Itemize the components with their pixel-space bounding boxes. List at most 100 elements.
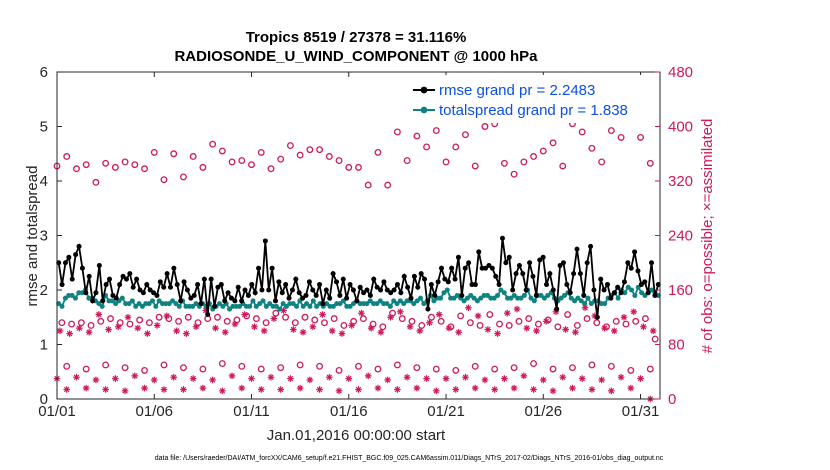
totalspread-point	[170, 298, 176, 304]
asterisk-stroke	[358, 310, 365, 316]
obs-possible-point	[223, 317, 231, 325]
asterisk-stroke	[598, 377, 605, 383]
totalspread-point	[280, 301, 286, 307]
obs-possible-point	[457, 312, 465, 320]
obs-assimilated-point	[189, 375, 197, 382]
asterisk-stroke	[277, 386, 284, 393]
obs-assimilated-point	[180, 386, 187, 393]
obs-assimilated-point	[384, 376, 391, 384]
rmse-point	[344, 295, 350, 301]
obs-assimilated-point	[413, 384, 421, 392]
obs-possible-point	[277, 155, 285, 163]
rmse-point	[520, 271, 526, 277]
obs-possible-point	[321, 319, 328, 327]
rmse-point	[544, 282, 550, 288]
obs-possible-point	[296, 151, 304, 159]
rmse-point	[323, 287, 329, 293]
obs-assimilated-point	[66, 330, 73, 337]
asterisk-stroke	[183, 330, 190, 337]
obs-possible-point	[549, 365, 557, 373]
x-axis-label: Jan.01,2016 00:00:00 start	[267, 427, 446, 444]
rmse-point	[598, 276, 604, 282]
rmse-point	[184, 287, 190, 293]
obs-possible-point	[505, 321, 513, 329]
rmse-point	[357, 284, 363, 290]
obs-assimilated-point	[76, 324, 83, 332]
obs-possible-point	[184, 313, 192, 321]
obs-possible-point	[432, 365, 440, 373]
asterisk-stroke	[465, 304, 472, 311]
obs-possible-point	[63, 153, 71, 160]
data-file-footer: data file: /Users/raeder/DAI/ATM_forcXX/…	[155, 455, 664, 462]
rmse-point	[293, 276, 299, 282]
rmse-point	[516, 262, 522, 268]
obs-assimilated-point	[150, 376, 158, 384]
y-tick-label: 6	[40, 64, 48, 81]
obs-possible-point	[141, 165, 148, 173]
totalspread-point	[632, 292, 638, 298]
rmse-point	[594, 314, 600, 320]
rmse-point	[513, 271, 519, 277]
obs-possible-point	[578, 128, 586, 136]
rmse-point	[279, 290, 285, 296]
obs-assimilated-point	[608, 387, 615, 395]
obs-assimilated-point	[241, 311, 249, 318]
obs-possible-point	[588, 361, 596, 369]
totalspread-point	[474, 298, 480, 304]
totalspread-point	[294, 303, 300, 309]
y-right-tick-label: 400	[668, 119, 693, 136]
obs-possible-point	[462, 131, 469, 139]
rmse-point	[296, 290, 302, 296]
totalspread-point	[367, 298, 373, 304]
y-tick-label: 0	[40, 391, 48, 408]
asterisk-stroke	[394, 386, 401, 393]
obs-assimilated-point	[455, 328, 462, 336]
y-axis-right-label: # of obs: o=possible; ×=assimilated	[699, 119, 716, 354]
totalspread-point	[304, 301, 310, 307]
totalspread-point	[384, 301, 390, 307]
obs-possible-point	[573, 321, 581, 329]
rmse-point	[252, 290, 258, 296]
rmse-point	[235, 284, 241, 290]
obs-possible-point	[646, 365, 654, 373]
obs-possible-point	[306, 146, 314, 154]
obs-assimilated-point	[228, 372, 236, 380]
totalspread-point	[314, 303, 320, 309]
rmse-point	[621, 279, 627, 285]
obs-possible-point	[218, 360, 226, 368]
totalspread-point	[572, 298, 578, 304]
rmse-point	[66, 254, 72, 260]
obs-assimilated-point	[367, 324, 375, 332]
obs-assimilated-point	[221, 328, 229, 336]
asterisk-stroke	[280, 307, 287, 314]
asterisk-stroke	[523, 325, 530, 331]
asterisk-stroke	[86, 329, 92, 335]
totalspread-point	[216, 301, 222, 307]
rmse-point	[154, 292, 160, 298]
rmse-point	[571, 271, 577, 277]
obs-assimilated-point	[462, 373, 469, 381]
asterisk-stroke	[455, 329, 462, 335]
obs-possible-point	[136, 316, 144, 324]
asterisk-stroke	[66, 330, 73, 337]
rmse-point	[103, 282, 109, 288]
totalspread-point	[431, 298, 437, 304]
obs-possible-point	[607, 127, 615, 135]
rmse-point	[181, 279, 187, 285]
rmse-point	[384, 287, 390, 293]
asterisk-stroke	[384, 377, 391, 383]
asterisk-stroke	[261, 328, 267, 334]
obs-assimilated-point	[231, 320, 239, 328]
obs-assimilated-point	[248, 375, 255, 382]
obs-possible-point	[355, 163, 362, 171]
obs-assimilated-point	[484, 326, 492, 333]
rmse-point	[337, 292, 343, 298]
obs-possible-point	[257, 148, 265, 156]
obs-possible-point	[97, 317, 105, 325]
obs-possible-point	[384, 181, 392, 189]
obs-possible-point	[641, 315, 649, 323]
obs-possible-point	[121, 158, 129, 166]
rmse-point	[422, 276, 428, 282]
obs-possible-point	[583, 315, 591, 323]
obs-assimilated-point	[160, 386, 168, 393]
